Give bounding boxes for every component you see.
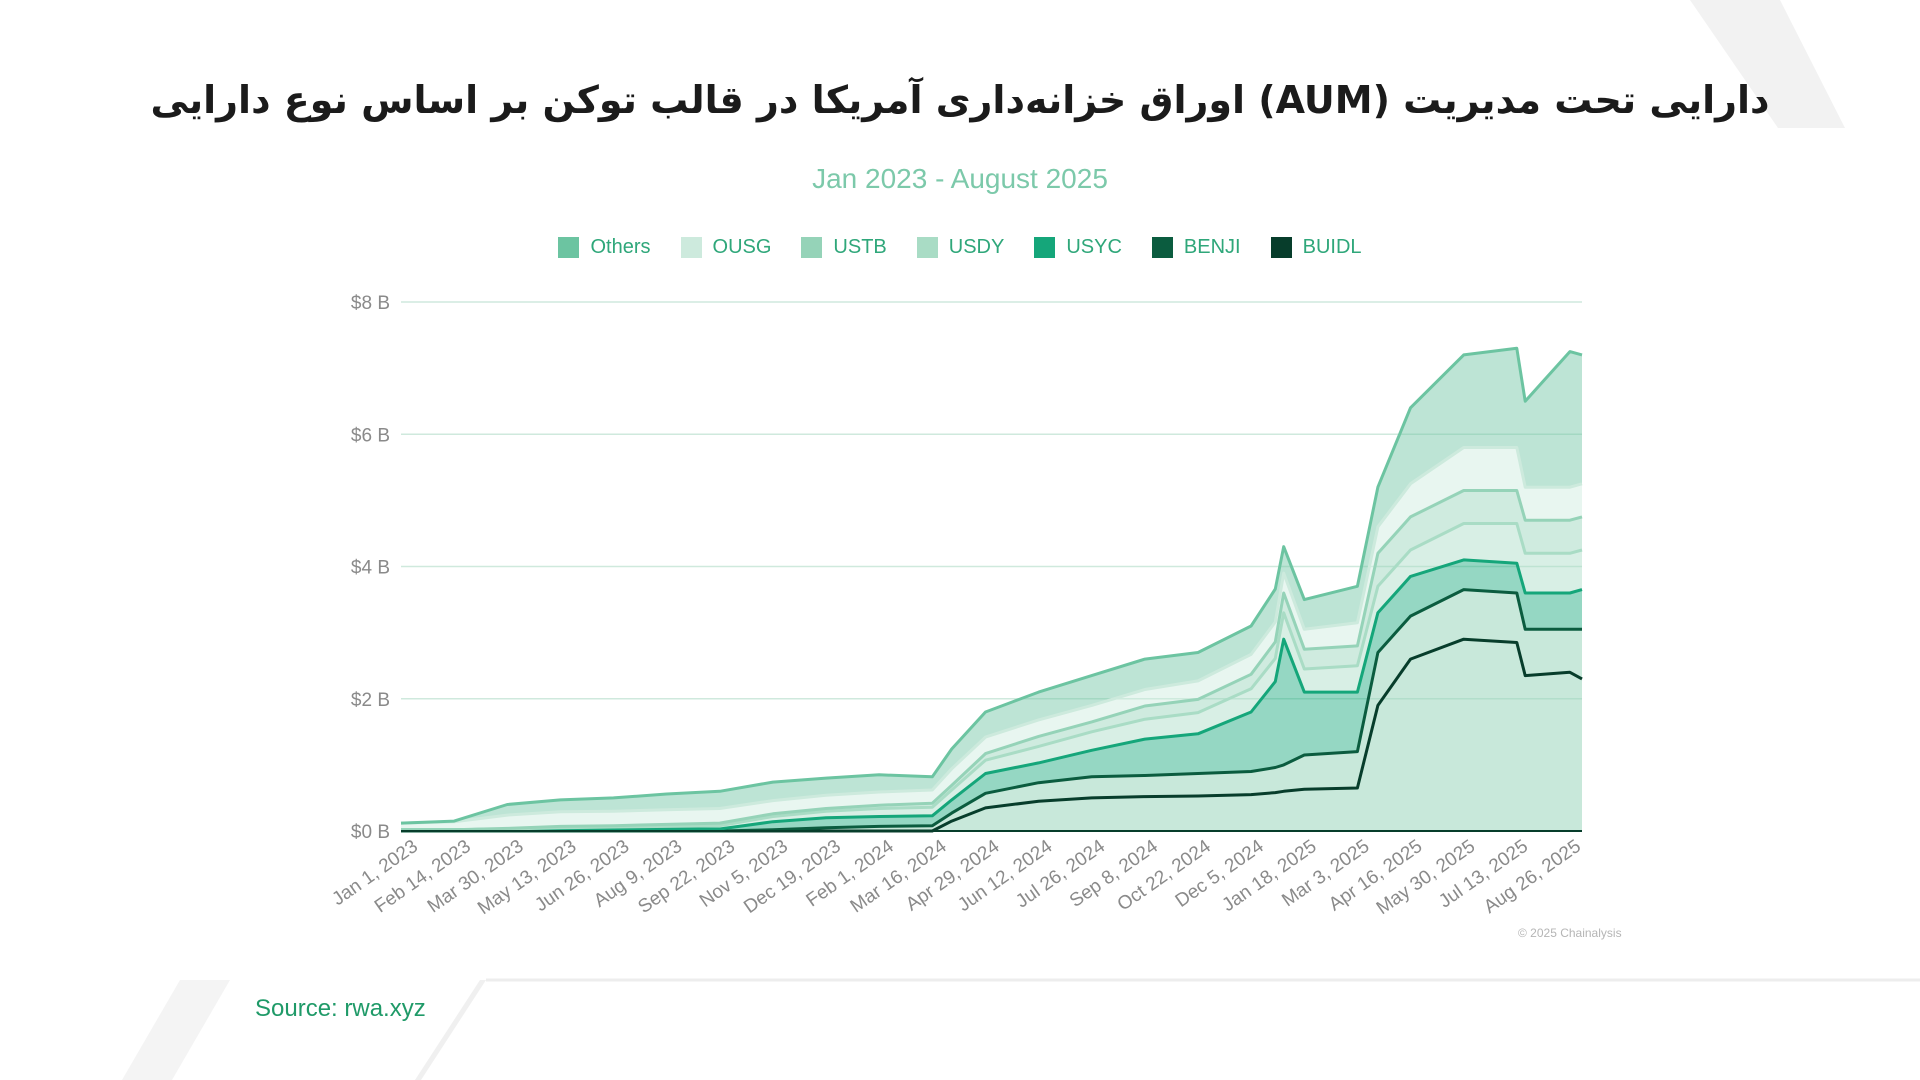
legend-swatch bbox=[1151, 237, 1173, 258]
legend-item-usdy[interactable]: USDY bbox=[916, 236, 1005, 259]
legend-item-ustb[interactable]: USTB bbox=[801, 236, 887, 259]
area-usdy bbox=[401, 523, 1582, 830]
legend-item-others[interactable]: Others bbox=[558, 236, 651, 259]
legend-swatch bbox=[916, 237, 938, 258]
line-usyc bbox=[401, 558, 1583, 832]
legend-label: USYC bbox=[1066, 236, 1122, 258]
legend-item-buidl[interactable]: BUIDL bbox=[1270, 236, 1362, 259]
area-ousg bbox=[401, 447, 1582, 830]
legend-item-benji[interactable]: BENJI bbox=[1151, 236, 1241, 259]
y-tick-label: $8 B bbox=[351, 293, 390, 314]
legend-label: OUSG bbox=[712, 236, 772, 258]
y-tick-label: $0 B bbox=[351, 822, 390, 843]
line-usdy bbox=[401, 522, 1583, 832]
legend-label: USTB bbox=[833, 236, 887, 258]
legend-swatch bbox=[801, 237, 823, 258]
area-others bbox=[401, 348, 1582, 824]
y-tick-label: $6 B bbox=[351, 425, 390, 446]
line-ustb bbox=[401, 489, 1583, 832]
copyright-note: © 2025 Chainalysis bbox=[1518, 926, 1622, 940]
area-buidl bbox=[401, 639, 1582, 831]
legend-swatch bbox=[680, 237, 702, 258]
source-note: Source: rwa.xyz bbox=[255, 995, 426, 1022]
page-title: دارایی تحت مدیریت (AUM) اوراق خزانه‌داری… bbox=[150, 78, 1770, 122]
legend-item-ousg[interactable]: OUSG bbox=[680, 236, 772, 259]
legend-label: BENJI bbox=[1183, 236, 1241, 258]
y-tick-label: $2 B bbox=[351, 690, 390, 711]
area-benji bbox=[401, 589, 1582, 831]
area-ustb bbox=[401, 490, 1582, 830]
legend-label: Others bbox=[590, 236, 651, 258]
legend-swatch bbox=[1034, 237, 1056, 258]
chart-subtitle: Jan 2023 - August 2025 bbox=[812, 163, 1108, 194]
legend-swatch bbox=[558, 237, 580, 258]
legend-label: BUIDL bbox=[1302, 236, 1362, 258]
chart-legend: Others OUSG USTB USDY USYC BENJI BUIDL bbox=[0, 236, 1920, 259]
line-ousg bbox=[400, 446, 1583, 825]
legend-swatch bbox=[1270, 237, 1292, 258]
legend-item-usyc[interactable]: USYC bbox=[1034, 236, 1122, 259]
line-others bbox=[400, 346, 1583, 825]
y-tick-label: $4 B bbox=[351, 558, 390, 579]
legend-label: USDY bbox=[948, 236, 1005, 258]
